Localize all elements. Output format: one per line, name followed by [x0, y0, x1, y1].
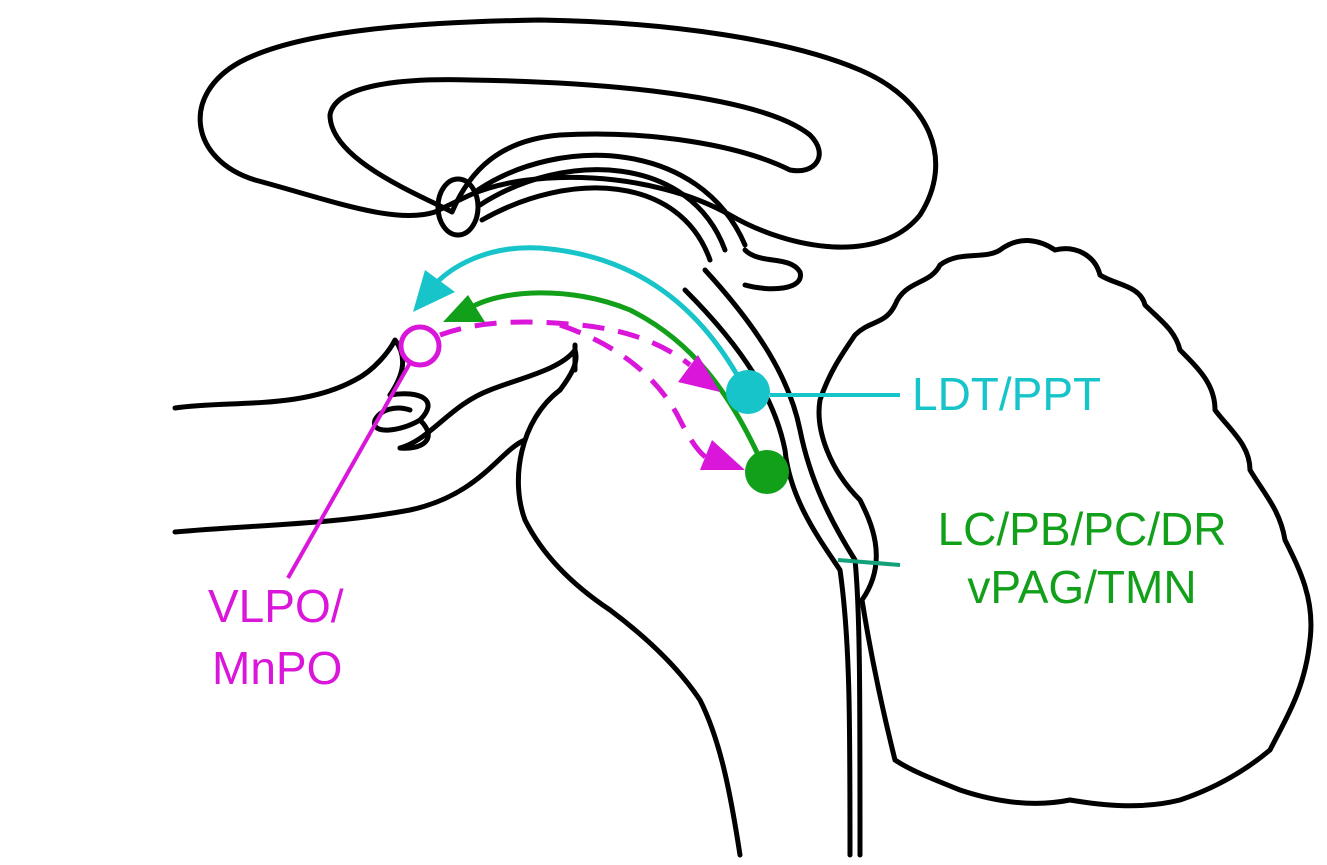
lc-group-node	[745, 450, 789, 494]
pituitary-floor	[175, 440, 525, 532]
lc-group-label-line1: LC/PB/PC/DR	[938, 503, 1227, 555]
lc-group-label-line2: vPAG/TMN	[967, 561, 1196, 613]
vlpo-label-line2: MnPO	[212, 642, 342, 694]
corpus-callosum	[330, 80, 819, 212]
ldt-ppt-node	[726, 370, 770, 414]
thalamus-floor	[175, 340, 403, 408]
vlpo-label-line1: VLPO/	[208, 580, 344, 632]
magenta-arrowhead-lower	[700, 440, 745, 470]
ldt-ppt-label: LDT/PPT	[912, 368, 1101, 420]
vlpo-mnpo-node	[401, 327, 439, 365]
green-arrowhead	[443, 295, 485, 322]
tectum	[745, 250, 800, 289]
vlpo-to-lc-arrow	[560, 325, 710, 460]
lc-group-leader	[838, 560, 900, 565]
cyan-arrowhead	[413, 270, 455, 312]
